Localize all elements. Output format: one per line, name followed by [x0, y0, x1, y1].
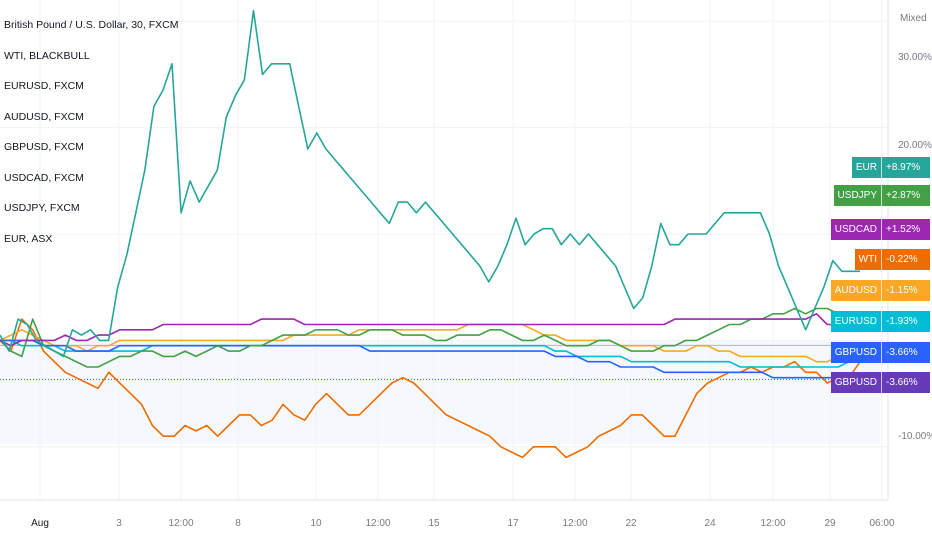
- badge-value: +2.87%: [881, 185, 930, 206]
- x-tick-label: 29: [824, 518, 836, 529]
- area-fill: [0, 340, 880, 445]
- x-tick-label: Aug: [31, 518, 49, 529]
- legend-compare-usdjpy[interactable]: USDJPY, FXCM: [4, 202, 80, 214]
- x-tick-label: 06:00: [869, 518, 895, 529]
- badge-value: -3.66%: [881, 372, 930, 393]
- x-tick-label: 8: [235, 518, 241, 529]
- x-tick-label: 12:00: [760, 518, 786, 529]
- badge-symbol: GBPUSD: [834, 377, 877, 388]
- x-tick-label: 22: [625, 518, 637, 529]
- legend-compare-eur[interactable]: EUR, ASX: [4, 232, 53, 245]
- badge-symbol: EURUSD: [834, 316, 877, 327]
- series-line-usdcad[interactable]: [0, 312, 860, 347]
- legend-compare-usdcad[interactable]: USDCAD, FXCM: [4, 171, 84, 184]
- badge-symbol: EUR: [855, 162, 877, 173]
- badge-value: +1.52%: [881, 219, 930, 240]
- badge-value: -1.15%: [881, 280, 930, 301]
- x-tick-label: 17: [507, 518, 519, 529]
- badge-value: -0.22%: [881, 249, 930, 270]
- badge-audusd: AUDUSD -1.15%: [830, 280, 930, 301]
- badge-usdcad: USDCAD +1.52%: [830, 219, 930, 240]
- legend-compare-wti[interactable]: WTI, BLACKBULL: [4, 49, 90, 62]
- badge-eur: EUR +8.97%: [851, 157, 930, 178]
- y-tick-label: 30.00%: [898, 52, 932, 63]
- badge-usdjpy: USDJPY +2.87%: [833, 185, 930, 206]
- badge-symbol: USDJPY: [837, 190, 877, 201]
- x-tick-label: 10: [310, 518, 322, 529]
- x-tick-label: 12:00: [168, 518, 194, 529]
- legend-compare-gbpusd[interactable]: GBPUSD, FXCM: [4, 141, 84, 153]
- badge-symbol: AUDUSD: [834, 285, 877, 296]
- badge-value: -3.66%: [881, 342, 930, 363]
- x-tick-label: 15: [428, 518, 440, 529]
- badge-eurusd: EURUSD -1.93%: [830, 311, 930, 332]
- badge-symbol: USDCAD: [834, 224, 877, 235]
- x-tick-label: 12:00: [562, 518, 588, 529]
- series-line-audusd[interactable]: [0, 323, 860, 363]
- badge-symbol: GBPUSD: [834, 347, 877, 358]
- badge-gbpusd: GBPUSD -3.66%: [830, 372, 930, 393]
- series-line-gbpusd[interactable]: [0, 339, 860, 379]
- badge-wti: WTI -0.22%: [854, 249, 930, 270]
- badge-value: +8.97%: [881, 157, 930, 178]
- badge-value: -1.93%: [881, 311, 930, 332]
- series-line-usdjpy[interactable]: [0, 307, 860, 368]
- badge-symbol: WTI: [858, 254, 877, 265]
- series-line-eur[interactable]: [0, 9, 860, 358]
- legend: British Pound / U.S. Dollar, 30, FXCM WT…: [4, 18, 178, 262]
- legend-compare-audusd[interactable]: AUDUSD, FXCM: [4, 110, 84, 123]
- x-tick-label: 12:00: [365, 518, 391, 529]
- x-tick-label: 24: [704, 518, 716, 529]
- series-line-wti[interactable]: [0, 318, 861, 459]
- y-tick-label: 20.00%: [898, 140, 932, 151]
- scale-mode-label[interactable]: Mixed: [900, 13, 927, 24]
- legend-main-symbol[interactable]: British Pound / U.S. Dollar, 30, FXCM: [4, 19, 179, 31]
- series-line-eurusd[interactable]: [0, 339, 860, 368]
- x-tick-label: 3: [116, 518, 122, 529]
- legend-compare-eurusd[interactable]: EURUSD, FXCM: [4, 80, 84, 92]
- y-tick-label: -10.00%: [898, 431, 932, 442]
- badge-gbpusd: GBPUSD -3.66%: [830, 342, 930, 363]
